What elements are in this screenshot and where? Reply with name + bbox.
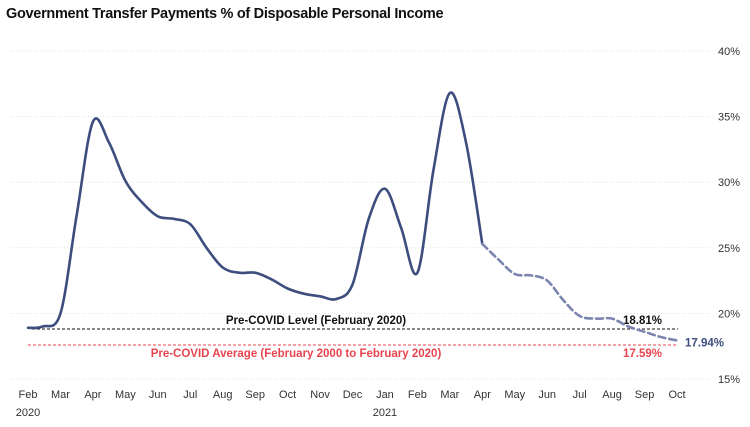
chart-title: Government Transfer Payments % of Dispos…	[6, 6, 444, 22]
x-tick-label: Aug	[213, 389, 233, 401]
reference-value-label: 17.59%	[623, 348, 662, 360]
x-tick-label: Apr	[84, 389, 101, 401]
x-tick-label: Feb	[19, 389, 38, 401]
forecast-series-line	[481, 242, 679, 342]
x-tick-label: Jan	[376, 389, 394, 401]
x-tick-label: Aug	[602, 389, 622, 401]
x-tick-label: Jul	[573, 389, 587, 401]
x-tick-label: May	[115, 389, 136, 401]
x-tick-label: Sep	[245, 389, 265, 401]
actual-series-line	[26, 91, 484, 330]
x-tick-label: Sep	[635, 389, 655, 401]
x-tick-label: Mar	[440, 389, 459, 401]
x-tick-label: Oct	[668, 389, 685, 401]
x-tick-label: Jun	[538, 389, 556, 401]
x-year-label: 2021	[373, 407, 397, 419]
x-tick-label: Dec	[343, 389, 363, 401]
x-tick-label: Oct	[279, 389, 296, 401]
x-tick-label: Jun	[149, 389, 167, 401]
y-tick-label: 20%	[718, 308, 740, 320]
y-tick-label: 35%	[718, 112, 740, 124]
x-tick-label: May	[504, 389, 525, 401]
x-tick-label: Jul	[183, 389, 197, 401]
x-tick-label: Feb	[408, 389, 427, 401]
reference-value-label: 18.81%	[623, 315, 662, 327]
x-tick-label: Mar	[51, 389, 70, 401]
x-tick-label: Nov	[310, 389, 330, 401]
y-tick-label: 25%	[718, 243, 740, 255]
reference-line-label: Pre-COVID Average (February 2000 to Febr…	[151, 348, 442, 360]
series-end-label: 17.94%	[685, 337, 724, 349]
x-year-label: 2020	[16, 407, 40, 419]
reference-line-label: Pre-COVID Level (February 2020)	[226, 315, 406, 327]
x-tick-label: Apr	[474, 389, 491, 401]
y-tick-label: 30%	[718, 177, 740, 189]
y-tick-label: 40%	[718, 46, 740, 58]
y-tick-label: 15%	[718, 374, 740, 386]
